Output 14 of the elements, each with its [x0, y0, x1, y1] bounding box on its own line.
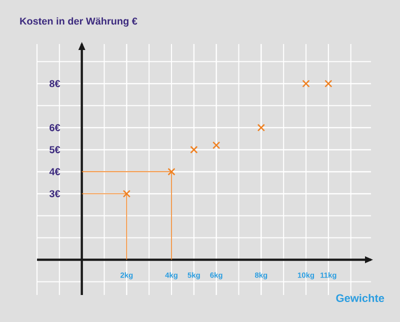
x-axis-title: Gewichte	[336, 294, 384, 302]
y-tick-label: 5€	[50, 146, 60, 154]
y-tick-label: 3€	[49, 190, 60, 198]
point	[212, 141, 220, 150]
point	[302, 80, 310, 88]
point	[324, 80, 332, 88]
point	[168, 168, 176, 176]
point	[122, 190, 130, 198]
y-tick-label: 8€	[50, 80, 60, 88]
y-tick-label: 6€	[50, 124, 60, 132]
point	[190, 146, 198, 154]
point	[257, 124, 265, 132]
y-axis-title: Kosten in der Währung €	[20, 17, 138, 27]
y-tick-label: 4€	[49, 168, 60, 176]
